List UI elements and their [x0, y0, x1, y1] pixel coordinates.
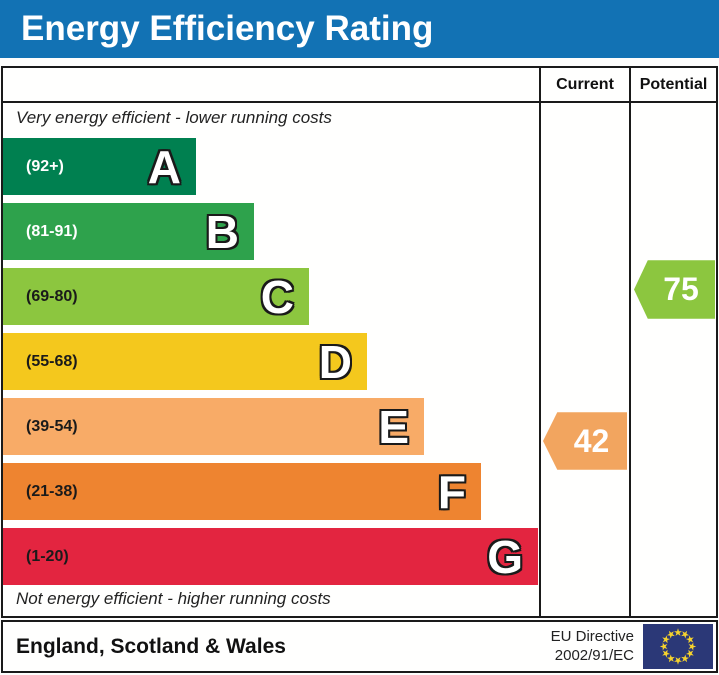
band-g: (1-20) G — [3, 528, 538, 585]
band-b-letter: B — [205, 205, 239, 258]
band-a-letter: A — [147, 140, 181, 193]
band-d: (55-68) D — [3, 333, 367, 390]
region-label: England, Scotland & Wales — [16, 634, 286, 658]
band-e-range: (39-54) — [26, 417, 78, 435]
band-a-range: (92+) — [26, 157, 64, 175]
current-rating-arrow: 42 — [543, 412, 627, 470]
rating-table: Current Potential Very energy efficient … — [1, 66, 718, 618]
band-e: (39-54) E — [3, 398, 424, 455]
bottom-note: Not energy efficient - higher running co… — [16, 589, 331, 608]
column-header-current: Current — [556, 75, 614, 93]
band-a: (92+) A — [3, 138, 196, 195]
eu-directive-label: EU Directive 2002/91/EC — [551, 622, 634, 671]
band-f-range: (21-38) — [26, 482, 78, 500]
band-d-range: (55-68) — [26, 352, 78, 370]
eu-flag-icon — [643, 624, 713, 669]
title-bar: Energy Efficiency Rating — [0, 0, 719, 58]
band-d-letter: D — [318, 335, 352, 388]
footer: England, Scotland & Wales EU Directive 2… — [1, 620, 718, 673]
band-f: (21-38) F — [3, 463, 481, 520]
eu-directive-line1: EU Directive — [550, 627, 634, 645]
band-f-letter: F — [437, 465, 466, 518]
top-note: Very energy efficient - lower running co… — [16, 108, 332, 127]
eu-directive-line2: 2002/91/EC — [554, 646, 634, 664]
page-title: Energy Efficiency Rating — [21, 9, 434, 48]
band-e-letter: E — [378, 400, 409, 453]
band-b-range: (81-91) — [26, 222, 78, 240]
eu-flag-stars — [659, 628, 697, 665]
band-c-range: (69-80) — [26, 287, 78, 305]
band-g-letter: G — [487, 530, 523, 583]
column-header-potential: Potential — [639, 75, 708, 93]
potential-rating-arrow: 75 — [634, 260, 715, 319]
potential-rating-value: 75 — [663, 271, 699, 307]
column-divider-potential — [629, 68, 631, 616]
band-c: (69-80) C — [3, 268, 309, 325]
column-divider-current — [539, 68, 541, 616]
band-g-range: (1-20) — [26, 547, 69, 565]
band-c-letter: C — [260, 270, 294, 323]
table-header-row: Current Potential — [3, 68, 716, 103]
current-rating-value: 42 — [573, 422, 610, 459]
band-b: (81-91) B — [3, 203, 254, 260]
